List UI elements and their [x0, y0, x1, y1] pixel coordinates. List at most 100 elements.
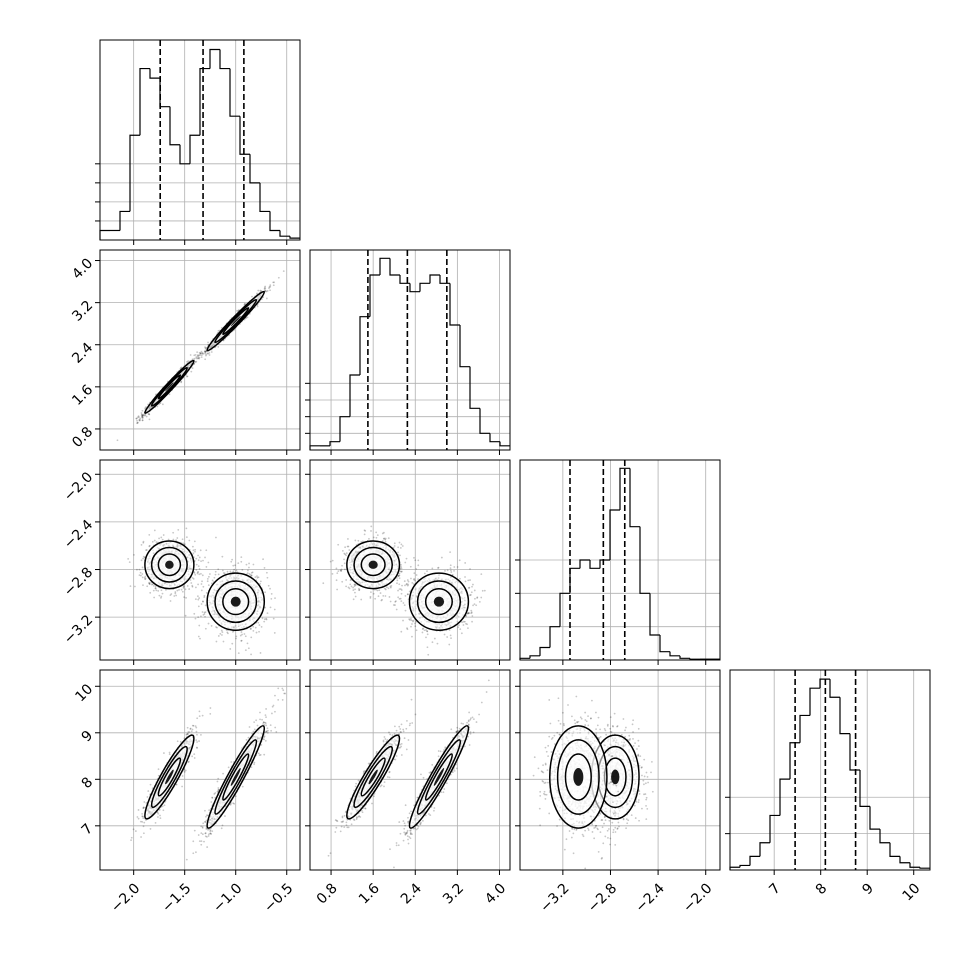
panel-2-1-point: [397, 574, 400, 577]
panel-1-0-point: [217, 329, 220, 332]
panel-2-0-point: [175, 539, 177, 542]
panel-2-1-point: [343, 562, 346, 565]
panel-2-0-point: [160, 536, 163, 539]
panel-2-0-point: [134, 585, 136, 588]
hist-3-bar-16: [889, 842, 900, 857]
panel-1-0-point: [145, 406, 147, 408]
panel-2-0-point: [222, 572, 225, 574]
panel-2-1-point: [402, 619, 404, 622]
panel-1-0-point: [200, 354, 203, 357]
panel-2-1-point: [470, 612, 473, 615]
panel-2-0-point: [213, 576, 216, 579]
panel-2-1-point: [407, 583, 410, 586]
panel-2-1-point: [413, 577, 416, 580]
panel-1-0-point: [139, 417, 142, 420]
panel-2-0-point: [145, 549, 148, 551]
panel-2-1-point: [400, 570, 403, 573]
panel-2-1-point: [384, 537, 387, 540]
panel-2-1-point: [358, 587, 360, 590]
panel-2-1-point: [458, 559, 461, 562]
panel-2-0-point: [226, 631, 229, 634]
panel-2-0-point: [252, 563, 255, 566]
panel-2-1-point: [347, 538, 349, 540]
panel-1-0-point: [265, 297, 268, 300]
panel-2-1-point: [345, 585, 348, 588]
panel-2-0-point: [140, 559, 143, 562]
panel-2-1-point: [458, 624, 460, 627]
panel-2-0-point: [263, 620, 266, 623]
panel-2-0-point: [269, 587, 271, 590]
panel-2-0-point: [196, 571, 199, 574]
hist-1-bar-3: [339, 416, 350, 442]
hist-3-frame: [729, 669, 931, 871]
hist-2-bar-16: [679, 655, 690, 659]
panel-2-0-point: [265, 571, 268, 574]
panel-2-0-core-0: [165, 560, 174, 569]
panel-1-0-point: [202, 353, 204, 355]
panel-2-1-point: [381, 532, 384, 535]
panel-2-1-point: [322, 582, 325, 585]
panel-2-1-point: [345, 554, 347, 557]
hist-panel-1: [305, 249, 511, 451]
panel-1-0-point: [269, 289, 271, 292]
panel-2-1-point: [450, 571, 453, 573]
panel-1-0-point: [186, 375, 189, 378]
panel-1-0-point: [246, 316, 249, 319]
panel-2-0-point: [252, 629, 255, 632]
panel-2-1-point: [370, 591, 372, 594]
panel-2-1-point: [358, 589, 360, 592]
panel-1-0-point: [168, 393, 171, 396]
panel-1-0-point: [200, 350, 203, 353]
panel-1-0-point: [180, 381, 183, 384]
panel-2-0-point: [160, 589, 163, 592]
hist-2-bar-5: [569, 567, 580, 594]
panel-1-0-point: [204, 347, 207, 350]
panel-1-0-point: [257, 289, 260, 292]
panel-2-0-point: [250, 653, 252, 656]
panel-2-1-point: [379, 592, 382, 594]
panel-2-0-point: [251, 571, 254, 574]
hist-panel-3: [725, 669, 931, 871]
panel-1-0-point: [143, 414, 146, 417]
panel-2-0-point: [155, 541, 158, 543]
panel-1-0-point: [272, 284, 275, 287]
hist-panel-2: [515, 459, 721, 661]
hist-0-bar-12: [219, 49, 230, 70]
panel-2-1-point: [476, 597, 479, 599]
panel-2-0-point: [140, 574, 142, 577]
panel-2-1-point: [406, 593, 409, 596]
panel-2-1-point: [399, 547, 402, 549]
panel-2-1-point: [449, 569, 452, 572]
panel-2-0-point: [247, 647, 250, 650]
panel-1-0-point: [141, 409, 144, 412]
panel-2-1-point: [376, 589, 379, 592]
hist-3-bar-17: [899, 856, 910, 864]
panel-1-0-point: [266, 289, 269, 292]
panel-1-0-point: [264, 285, 267, 288]
panel-2-0-point: [128, 561, 131, 563]
hist-2-bar-3: [549, 626, 560, 648]
panel-2-0-point: [153, 596, 156, 599]
hist-3-bar-8: [809, 687, 820, 716]
hist-2-bar-1: [529, 655, 540, 659]
panel-2-1-point: [407, 580, 410, 583]
panel-2-1-point: [392, 604, 395, 606]
panel-2-1-point: [363, 529, 366, 532]
panel-1-0-point: [136, 421, 139, 424]
panel-2-0-point: [229, 570, 232, 573]
panel-2-0-point: [189, 579, 192, 581]
panel-1-0-point: [200, 352, 202, 355]
panel-2-1-point: [470, 609, 473, 612]
panel-2-0-point: [250, 627, 252, 630]
panel-1-0-core-0: [165, 382, 174, 392]
panel-1-0-point: [148, 413, 151, 416]
panel-2-0-point: [250, 571, 253, 574]
panel-2-1-point: [336, 572, 339, 575]
hist-3-bar-12: [849, 733, 860, 771]
panel-1-0-point: [273, 281, 276, 284]
panel-2-0-point: [142, 557, 144, 560]
panel-2-0-point: [192, 552, 195, 555]
hist-3-bar-1: [739, 864, 750, 868]
panel-1-0-point: [196, 351, 199, 354]
